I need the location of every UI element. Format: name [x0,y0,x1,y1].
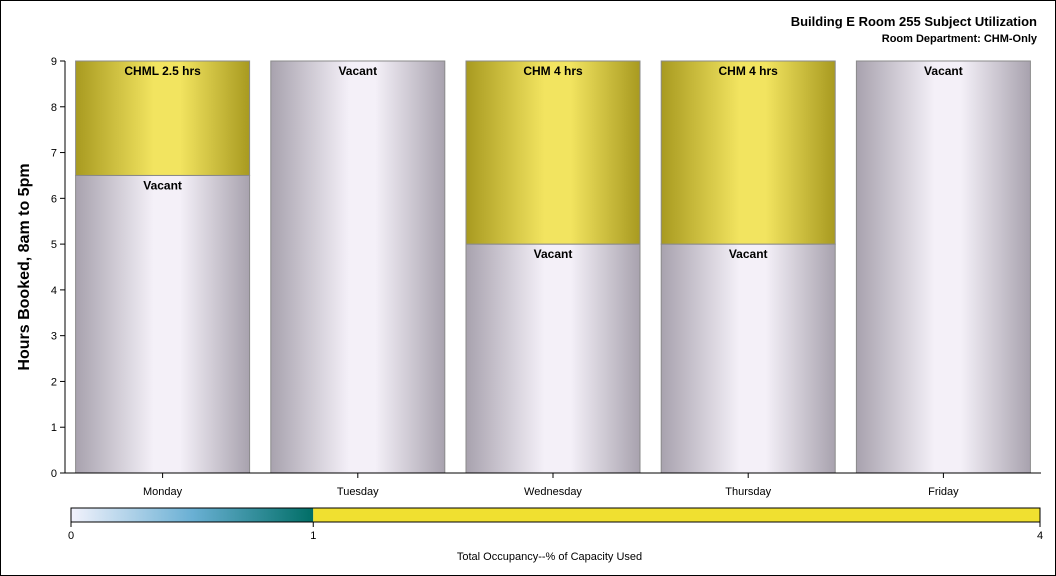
bar-segment-vacant [465,243,641,474]
legend-tick-label: 1 [310,530,316,542]
legend-title: Total Occupancy--% of Capacity Used [457,551,642,563]
y-tick-label: 7 [51,148,57,160]
bar-segment-label: Vacant [143,178,182,192]
y-tick-label: 2 [51,376,57,388]
y-tick-label: 5 [51,239,57,251]
y-tick-label: 0 [51,468,57,480]
y-tick-label: 6 [51,193,57,205]
y-tick-label: 8 [51,102,57,114]
bar-segment-booked [465,60,641,245]
legend-high-segment [313,508,1040,522]
y-axis-label: Hours Booked, 8am to 5pm [16,163,33,370]
bar-segment-booked [660,60,836,245]
x-tick-label: Thursday [725,486,771,498]
bar-segment-vacant [75,174,251,474]
x-tick-label: Friday [928,486,959,498]
legend-tick-label: 4 [1037,530,1043,542]
bar-segment-vacant [270,60,446,474]
bar-segment-vacant [855,60,1031,474]
chart-title: Building E Room 255 Subject Utilization [790,14,1037,29]
bar-segment-label: Vacant [534,247,573,261]
legend-bar-outline [70,507,1041,523]
y-tick-label: 4 [51,285,57,297]
bar-segment-label: CHML 2.5 hrs [124,64,201,78]
y-tick-label: 3 [51,331,57,343]
legend-tick-label: 0 [68,530,74,542]
y-tick-label: 9 [51,56,57,68]
bar-segment-booked [75,60,251,176]
x-tick-label: Monday [143,486,183,498]
bar-segment-label: Vacant [729,247,768,261]
bar-segment-label: Vacant [338,64,377,78]
bar-segment-vacant [660,243,836,474]
bar-segment-label: CHM 4 hrs [719,64,779,78]
bar-segment-label: Vacant [924,64,963,78]
x-tick-label: Tuesday [337,486,379,498]
chart-subtitle: Room Department: CHM-Only [881,33,1037,45]
x-tick-label: Wednesday [524,486,582,498]
y-tick-label: 1 [51,422,57,434]
legend-gradient-segment [71,508,314,522]
bar-segment-label: CHM 4 hrs [523,64,583,78]
